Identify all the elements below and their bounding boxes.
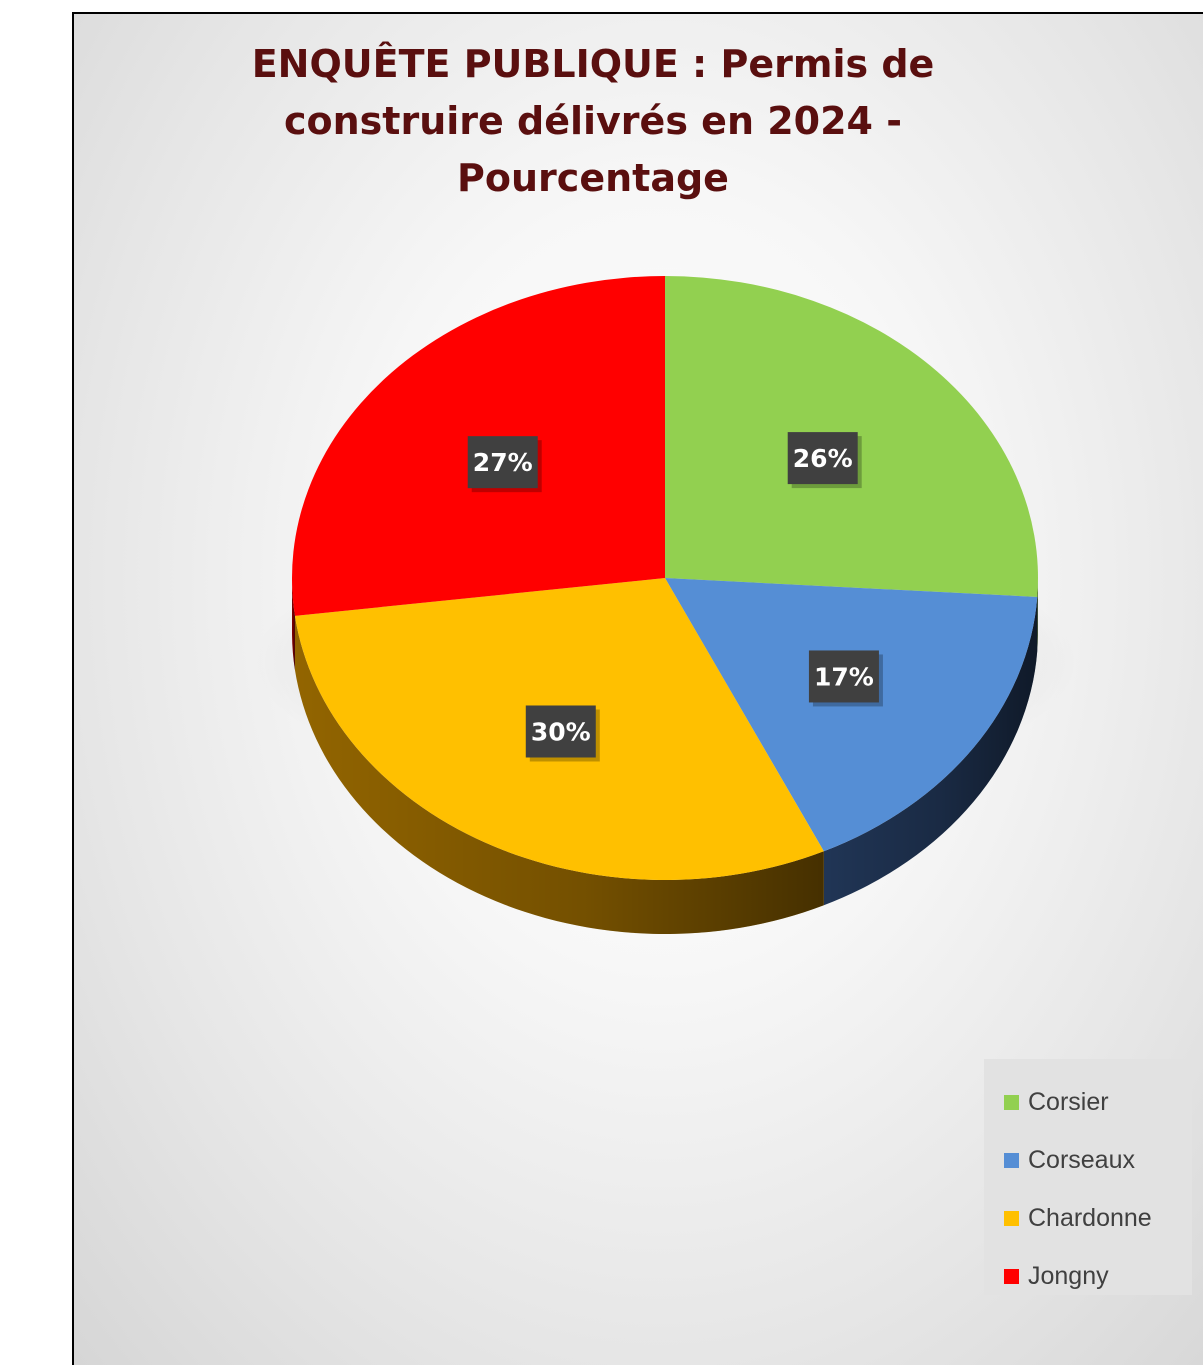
- legend-swatch-corseaux: [1004, 1152, 1019, 1168]
- data-label-text: 17%: [814, 662, 874, 691]
- data-label-box: [787, 432, 858, 485]
- data-label-box: [808, 650, 879, 703]
- data-label-corseaux: 17%: [808, 650, 883, 707]
- data-label-text: 26%: [793, 444, 853, 473]
- legend-swatch-jongny: [1004, 1268, 1019, 1284]
- legend-item: Chardonne: [984, 1189, 1192, 1247]
- pie-side-shade-chardonne: [294, 615, 824, 934]
- pie-side-shade-jongny: [292, 578, 295, 670]
- legend-swatch-chardonne: [1004, 1210, 1019, 1226]
- legend-label: Chardonne: [1028, 1203, 1152, 1232]
- legend-label: Corsier: [1028, 1087, 1109, 1116]
- data-label-jongny: 27%: [467, 436, 542, 493]
- data-label-text: 27%: [473, 448, 533, 477]
- legend-label: Jongny: [1028, 1261, 1109, 1290]
- data-label-box: [525, 705, 596, 758]
- data-label-text: 30%: [531, 717, 591, 746]
- legend-swatch-corsier: [1004, 1094, 1019, 1110]
- legend-label: Corseaux: [1028, 1145, 1135, 1174]
- chart-title: ENQUÊTE PUBLIQUE : Permis de construire …: [251, 42, 935, 200]
- data-label-box: [467, 436, 538, 489]
- legend-item: Jongny: [984, 1247, 1192, 1305]
- pie-side-shade-corseaux: [823, 596, 1038, 906]
- legend-item: Corseaux: [984, 1131, 1192, 1189]
- legend: Corsier Corseaux Chardonne Jongny: [984, 1059, 1192, 1295]
- legend-item: Corsier: [984, 1073, 1192, 1131]
- pie-side-shade-corsier: [1037, 578, 1038, 651]
- data-label-chardonne: 30%: [525, 705, 600, 762]
- data-label-corsier: 26%: [787, 432, 862, 489]
- pie-slice-corseaux: [665, 578, 1038, 852]
